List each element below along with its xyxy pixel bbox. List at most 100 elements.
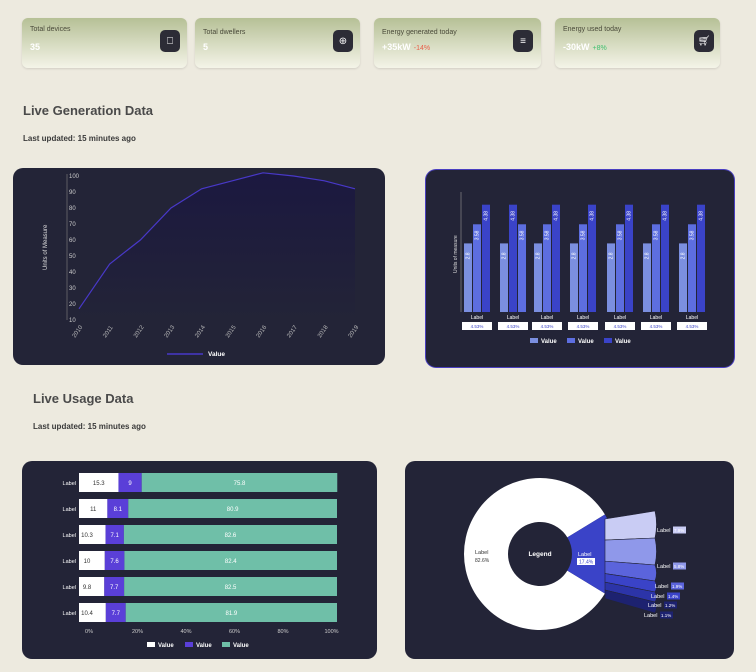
bar-data-label: 3.58 <box>618 230 624 240</box>
legend-swatch <box>530 338 538 343</box>
breakdown-percent: 1.2% <box>665 603 675 608</box>
cart-icon[interactable]: 🛒︎ <box>694 30 714 52</box>
area-fill <box>79 172 355 320</box>
series-line-value <box>78 172 356 310</box>
breakdown-label: Label <box>651 594 664 600</box>
stacked-bar-segment <box>125 603 337 622</box>
legend-label: Value <box>208 351 225 358</box>
breakdown-label: Label <box>657 528 670 534</box>
breakdown-percent: 1.1% <box>661 613 671 618</box>
breakdown-label: Label <box>644 613 657 619</box>
bar-data-label: 2.8 <box>502 252 508 259</box>
legend-label: Value <box>541 339 557 345</box>
y-tick-label: 20 <box>69 302 76 308</box>
breakdown-label: Label <box>657 564 670 570</box>
stacked-bar-segment <box>124 551 338 570</box>
stat-label: Energy used today <box>563 26 622 33</box>
stacked-bar-segment <box>79 499 108 518</box>
segment-value: 82.5 <box>225 585 237 591</box>
bar <box>500 243 508 312</box>
category-note-box <box>532 322 562 330</box>
category-label: Label <box>507 315 519 321</box>
segment-value: 82.4 <box>225 559 237 565</box>
stacked-bar-chart: Label 15.3 9 75.8 Label 11 8.1 80.9 Label 10.3 7.1… <box>63 473 339 649</box>
stacked-bar-segment <box>124 577 338 596</box>
bar-data-label: 4.38 <box>627 211 633 221</box>
y-tick-label: 60 <box>69 238 76 244</box>
breakdown-percent-box <box>660 611 673 619</box>
legend-label: Value <box>578 339 594 345</box>
usage-pie-chart-panel: Legend Label 82.6% Label 17.4% Label 7.9% Label… <box>405 461 734 659</box>
generation-updated: Last updated: 15 minutes ago <box>23 134 136 143</box>
grouped-bar-chart: Units of measure 2.8 3.58 4.38 Label 4.53% 2.8… <box>453 192 707 345</box>
bar-data-label: 2.8 <box>645 252 651 259</box>
x-tick-label: 60% <box>229 629 240 635</box>
category-note: 4.53% <box>507 324 520 329</box>
category-label: Label <box>63 507 76 513</box>
stacked-bar-segment <box>79 473 119 492</box>
bar-data-label: 2.8 <box>536 252 542 259</box>
pie-slice <box>464 478 605 630</box>
pie-chart: Legend Label 82.6% Label 17.4% Label 7.9% Label… <box>464 478 686 630</box>
category-note: 4.53% <box>614 324 627 329</box>
bar <box>661 204 669 312</box>
bar-data-label: 3.58 <box>545 230 551 240</box>
segment-value: 80.9 <box>227 507 239 513</box>
generation-bar-chart-panel: Units of measure 2.8 3.58 4.38 Label 4.53% 2.8… <box>426 170 734 367</box>
stat-card-dwellers[interactable]: Total dwellers 5 ⊕ <box>195 18 360 68</box>
y-axis-label: Units of measure <box>453 235 459 273</box>
legend-label: Value <box>233 643 249 649</box>
bar <box>509 204 517 312</box>
breakdown-percent-box <box>673 526 686 534</box>
usage-stacked-bar-panel: Label 15.3 9 75.8 Label 11 8.1 80.9 Label 10.3 7.1… <box>22 461 377 659</box>
usage-updated: Last updated: 15 minutes ago <box>33 422 146 431</box>
bar <box>482 204 490 312</box>
x-tick-label: 2011 <box>102 325 115 340</box>
stacked-bar-segment <box>79 603 106 622</box>
segment-value: 7.7 <box>112 611 121 617</box>
stat-card-generated[interactable]: Energy generated today +35kW -14% ≡ <box>374 18 541 68</box>
category-label: Label <box>63 481 76 487</box>
category-label: Label <box>63 585 76 591</box>
category-note-box <box>605 322 635 330</box>
breakdown-percent: 1.4% <box>668 594 678 599</box>
usage-title: Live Usage Data <box>33 391 134 406</box>
stacked-bar-segment <box>123 525 337 544</box>
legend-swatch <box>567 338 575 343</box>
x-tick-label: 2019 <box>348 324 361 339</box>
x-tick-label: 80% <box>277 629 288 635</box>
bar-data-label: 3.58 <box>520 230 526 240</box>
stacked-bar-segment <box>79 525 106 544</box>
category-note: 4.53% <box>577 324 590 329</box>
bar-data-label: 2.8 <box>572 252 578 259</box>
bar-data-label: 4.38 <box>590 211 596 221</box>
bar <box>625 204 633 312</box>
segment-value: 7.7 <box>110 585 119 591</box>
y-tick-label: 10 <box>69 318 76 324</box>
bar-data-label: 3.58 <box>475 230 481 240</box>
bar-data-label: 4.38 <box>554 211 560 221</box>
stat-card-devices[interactable]: Total devices 35 ⎕ <box>22 18 187 68</box>
y-axis-label: Units of Measure <box>43 224 49 270</box>
category-note-box <box>641 322 671 330</box>
legend-swatch <box>147 642 155 647</box>
stacked-bar-segment <box>104 551 125 570</box>
stat-card-used[interactable]: Energy used today -30kW +8% 🛒︎ <box>555 18 720 68</box>
bar-of-pie-segment <box>604 510 657 541</box>
slice-percent-box <box>577 558 595 565</box>
segment-value: 10.3 <box>81 533 93 539</box>
stacked-bar-segment <box>79 551 105 570</box>
category-note: 4.53% <box>686 324 699 329</box>
slice-percent: 17.4% <box>579 560 594 566</box>
globe-icon[interactable]: ⊕ <box>333 30 353 52</box>
breakdown-label: Label <box>648 603 661 609</box>
category-label: Label <box>686 315 698 321</box>
document-icon[interactable]: ≡ <box>513 30 533 52</box>
stat-change: -14% <box>413 45 431 52</box>
slice-percent: 82.6% <box>475 558 490 564</box>
stat-change: +8% <box>592 45 607 52</box>
bar-data-label: 4.38 <box>511 211 517 221</box>
stat-value: 35 <box>30 42 41 52</box>
door-icon[interactable]: ⎕ <box>160 30 180 52</box>
bar-of-pie-segment <box>604 537 657 566</box>
